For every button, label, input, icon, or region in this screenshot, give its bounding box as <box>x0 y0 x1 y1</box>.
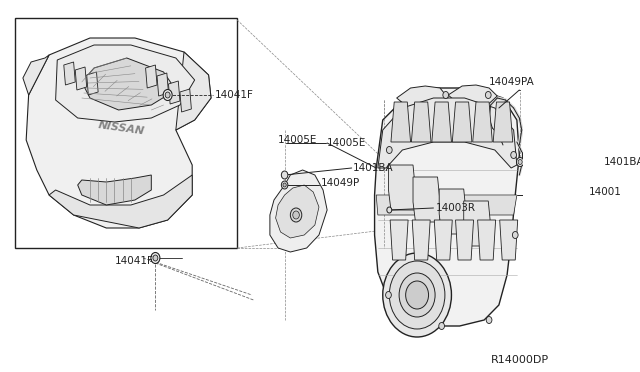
Polygon shape <box>412 220 430 260</box>
Circle shape <box>387 207 392 213</box>
Text: 1401BA: 1401BA <box>604 157 640 167</box>
Polygon shape <box>413 177 440 222</box>
Polygon shape <box>456 220 474 260</box>
Polygon shape <box>76 67 86 90</box>
Circle shape <box>153 255 158 261</box>
Circle shape <box>282 181 288 189</box>
Polygon shape <box>448 85 497 108</box>
Polygon shape <box>477 220 495 260</box>
Circle shape <box>283 183 286 187</box>
Polygon shape <box>452 102 472 142</box>
Polygon shape <box>374 88 519 326</box>
Circle shape <box>443 92 449 99</box>
Polygon shape <box>473 102 492 142</box>
Circle shape <box>486 317 492 324</box>
Polygon shape <box>168 81 180 104</box>
Polygon shape <box>376 195 517 215</box>
Polygon shape <box>435 220 452 260</box>
Polygon shape <box>180 89 191 112</box>
Polygon shape <box>270 170 327 252</box>
Polygon shape <box>82 58 176 110</box>
Text: 14049PA: 14049PA <box>489 77 535 87</box>
Polygon shape <box>26 38 211 228</box>
Polygon shape <box>378 98 517 168</box>
Text: 14001: 14001 <box>589 187 621 197</box>
Circle shape <box>386 292 391 298</box>
Text: 14041F: 14041F <box>115 256 154 266</box>
Polygon shape <box>493 102 513 142</box>
Circle shape <box>282 171 288 179</box>
Circle shape <box>165 92 170 98</box>
Polygon shape <box>439 189 466 234</box>
Circle shape <box>511 151 516 158</box>
Polygon shape <box>145 65 157 88</box>
Polygon shape <box>86 72 98 95</box>
Text: 1401BA: 1401BA <box>353 163 394 173</box>
Circle shape <box>439 323 445 330</box>
Text: R14000DP: R14000DP <box>491 355 549 365</box>
Polygon shape <box>23 55 49 95</box>
Circle shape <box>516 157 524 167</box>
Text: 14049P: 14049P <box>321 178 360 188</box>
Polygon shape <box>432 102 451 142</box>
Polygon shape <box>64 62 76 85</box>
Circle shape <box>518 160 522 164</box>
Text: 14003R: 14003R <box>436 203 476 213</box>
Polygon shape <box>390 220 408 260</box>
Polygon shape <box>500 220 518 260</box>
Circle shape <box>513 231 518 238</box>
Circle shape <box>387 147 392 154</box>
Bar <box>15 18 237 248</box>
Circle shape <box>292 211 300 219</box>
Polygon shape <box>412 102 431 142</box>
Circle shape <box>389 261 445 329</box>
Circle shape <box>406 281 429 309</box>
Polygon shape <box>388 165 415 210</box>
Circle shape <box>291 208 302 222</box>
Polygon shape <box>276 185 319 238</box>
Polygon shape <box>56 45 195 122</box>
Polygon shape <box>77 175 151 205</box>
Circle shape <box>383 253 451 337</box>
Circle shape <box>485 92 491 99</box>
Polygon shape <box>49 175 192 228</box>
Text: 14005E: 14005E <box>278 135 317 145</box>
Polygon shape <box>391 102 411 142</box>
Polygon shape <box>157 73 168 96</box>
Text: NISSAN: NISSAN <box>97 120 145 136</box>
Polygon shape <box>464 201 491 246</box>
Text: 14041F: 14041F <box>215 90 254 100</box>
Circle shape <box>151 253 160 263</box>
Circle shape <box>399 273 435 317</box>
Polygon shape <box>397 86 448 110</box>
Circle shape <box>163 90 172 100</box>
Polygon shape <box>176 52 211 130</box>
Text: 14005E: 14005E <box>327 138 367 148</box>
